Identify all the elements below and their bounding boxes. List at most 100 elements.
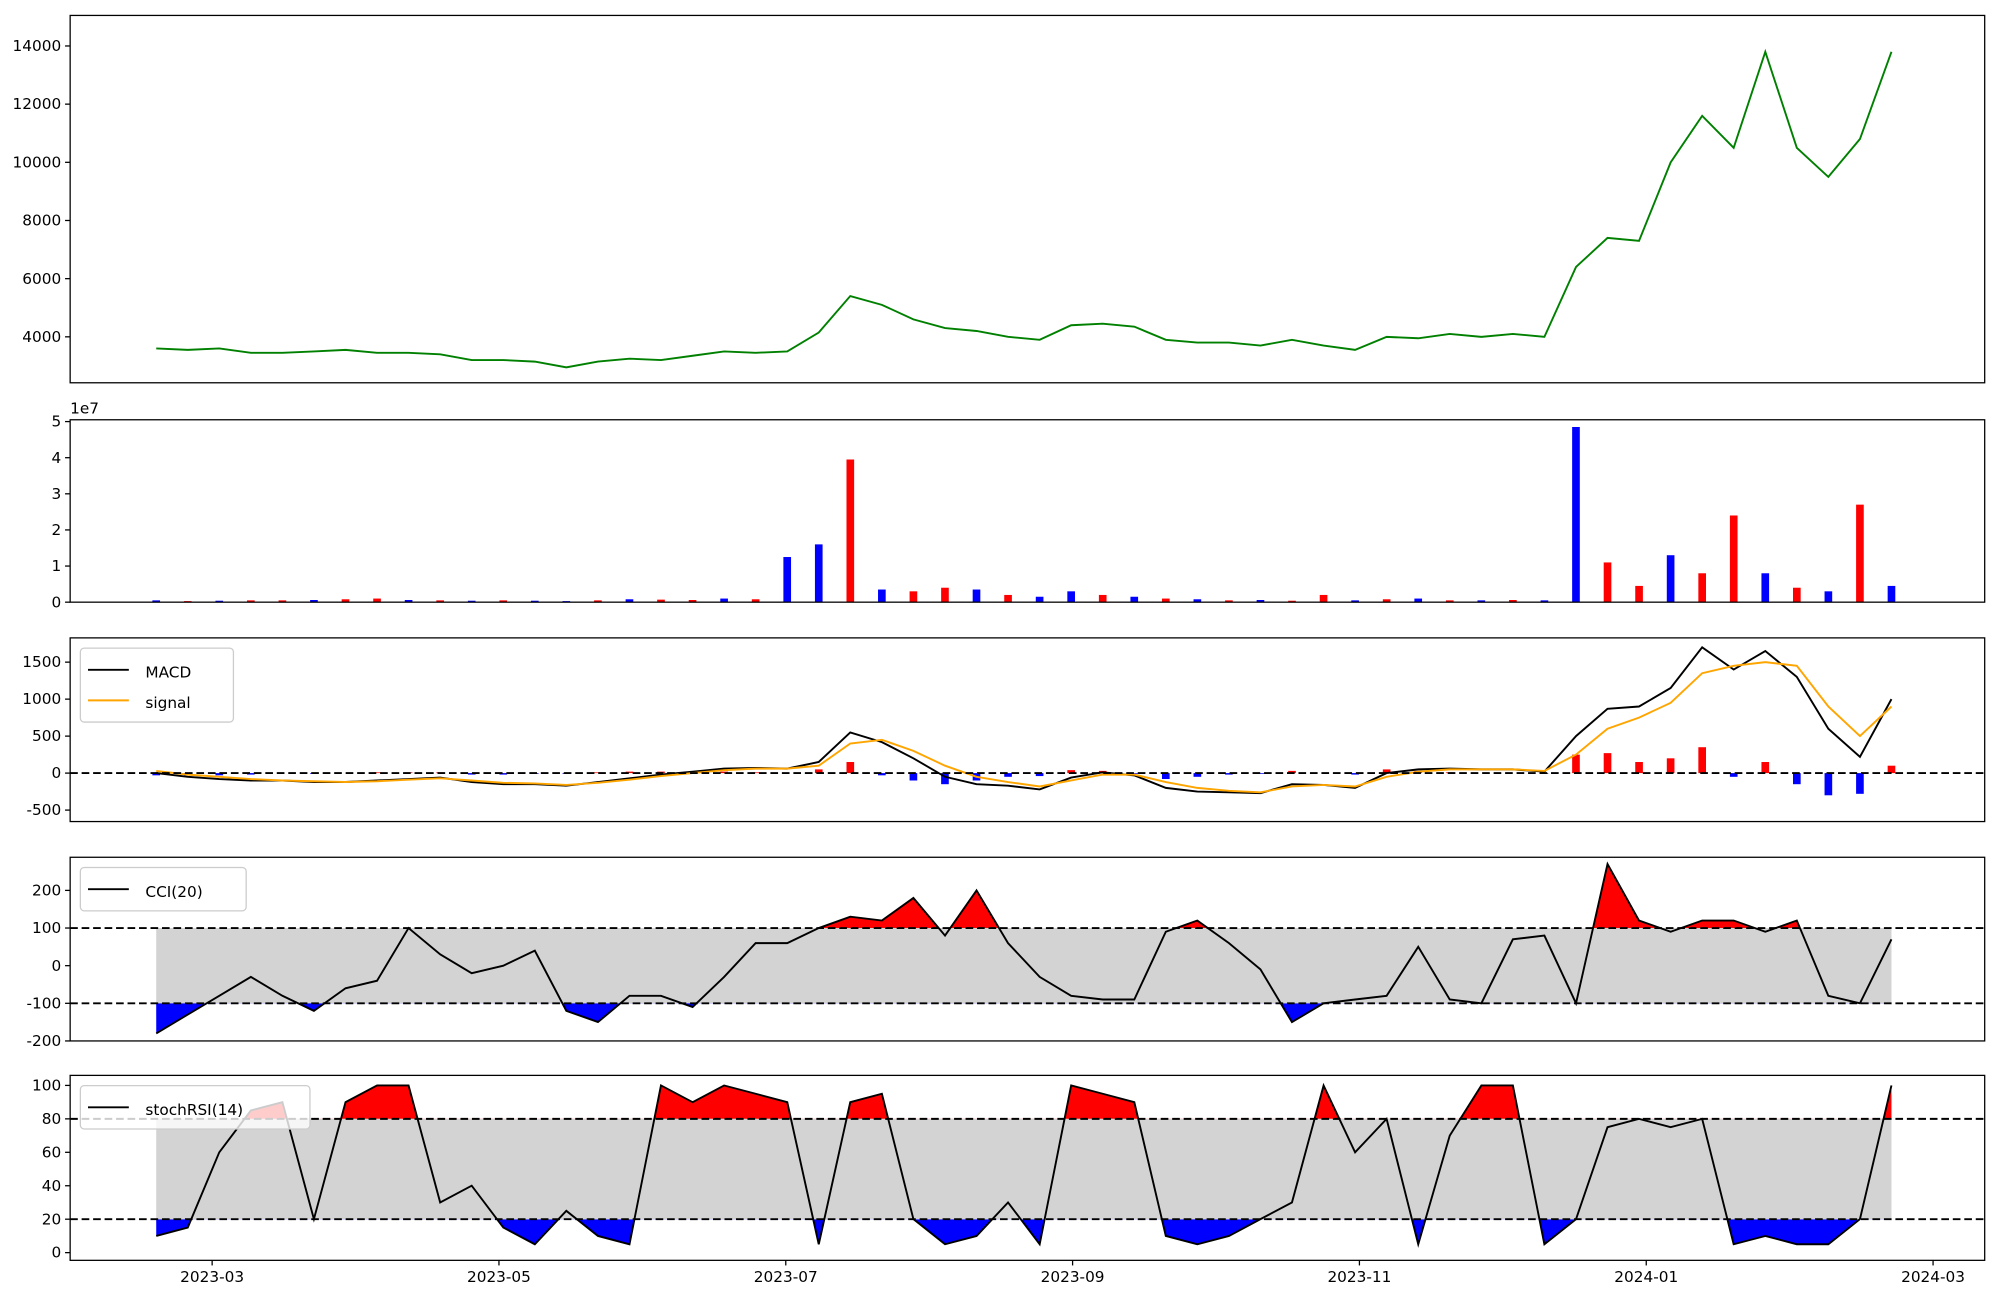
volume-bar — [215, 600, 224, 603]
histogram-bar — [878, 773, 886, 776]
histogram-bar — [467, 773, 476, 775]
histogram-bar — [247, 773, 255, 775]
volume-bar — [1572, 426, 1580, 603]
volume-bar — [751, 599, 760, 603]
volume-bar — [688, 600, 697, 603]
volume-bar — [310, 600, 318, 603]
y-tick-label: 20 — [42, 1210, 61, 1228]
histogram-bar — [1382, 769, 1391, 774]
histogram-bar — [1603, 753, 1612, 774]
histogram-bar — [152, 773, 161, 776]
volume-bar — [814, 544, 823, 603]
y-tick-label: 14000 — [13, 37, 62, 55]
histogram-bar — [1288, 770, 1296, 774]
y-tick-label: 80 — [42, 1110, 61, 1128]
volume-bar — [1351, 600, 1359, 603]
volume-bar — [1824, 591, 1833, 603]
volume-bar — [1414, 598, 1423, 603]
histogram-bar — [1856, 773, 1864, 794]
histogram-bar — [1035, 773, 1044, 777]
y-tick-label: 0 — [51, 593, 61, 611]
histogram-bar — [373, 772, 381, 774]
volume-bar — [499, 600, 508, 603]
volume-bar — [1792, 587, 1801, 603]
volume-bar — [625, 599, 634, 603]
volume-bar — [1067, 591, 1075, 603]
volume-bar — [1509, 600, 1517, 603]
histogram-bar — [1887, 765, 1896, 774]
volume-bar — [1004, 594, 1012, 603]
y-tick-label: 1500 — [22, 653, 61, 671]
x-tick-label: 2024-03 — [1901, 1268, 1965, 1286]
volume-bar — [846, 459, 855, 603]
volume-bar — [1729, 515, 1738, 603]
histogram-bar — [751, 772, 760, 774]
y-tick-label: 1000 — [22, 690, 61, 708]
volume-bar — [278, 600, 287, 603]
legend-label: CCI(20) — [145, 883, 202, 901]
legend-box — [79, 866, 247, 912]
histogram-bar — [1572, 754, 1580, 774]
oversold-fill — [156, 1219, 1892, 1245]
volume-bar — [1477, 600, 1486, 603]
histogram-bar — [909, 773, 918, 781]
volume-bar — [530, 600, 539, 603]
volume-bar — [1382, 599, 1391, 603]
histogram-bar — [1761, 762, 1770, 774]
histogram-bar — [1067, 770, 1075, 774]
price-line — [156, 48, 1893, 369]
volume-bar — [1098, 594, 1107, 603]
volume-bar — [467, 600, 476, 603]
y-tick-label: 0 — [51, 957, 61, 975]
histogram-bar — [499, 773, 508, 775]
x-tick-label: 2023-09 — [1041, 1268, 1105, 1286]
volume-bar — [1761, 573, 1770, 603]
histogram-bar — [1161, 773, 1170, 780]
neutral-band — [156, 1118, 1892, 1220]
volume-bar — [1035, 596, 1044, 603]
histogram-bar — [594, 772, 602, 774]
offset-label: 1e7 — [70, 399, 99, 417]
legend-label: signal — [145, 694, 190, 712]
legend-label: MACD — [145, 663, 191, 681]
overbought-fill — [156, 864, 1892, 929]
volume-bar — [341, 599, 350, 603]
histogram-bar — [1666, 758, 1675, 774]
volume-bar — [657, 599, 665, 603]
volume-bar — [720, 598, 728, 603]
volume-bar — [1225, 600, 1233, 603]
legend-box — [79, 1084, 311, 1130]
legend: MACD signal — [79, 647, 235, 723]
y-tick-label: 12000 — [13, 95, 62, 113]
y-tick-label: 6000 — [22, 270, 61, 288]
volume-bar — [972, 589, 981, 603]
x-tick-label: 2023-11 — [1327, 1268, 1391, 1286]
y-tick-label: -100 — [27, 994, 62, 1012]
legend-label: stochRSI(14) — [145, 1101, 243, 1119]
x-tick-label: 2023-07 — [754, 1268, 818, 1286]
volume-bar — [783, 557, 792, 603]
y-tick-label: 60 — [42, 1143, 61, 1161]
histogram-bar — [1698, 747, 1707, 774]
y-tick-label: 200 — [32, 881, 61, 899]
histogram-bar — [215, 773, 224, 776]
volume-bar — [1161, 598, 1170, 603]
axes-frame — [69, 14, 1986, 384]
histogram-bar — [1792, 773, 1801, 785]
volume-bar — [152, 600, 161, 603]
volume-bar — [373, 598, 381, 603]
y-tick-label: 100 — [32, 919, 61, 937]
histogram-bar — [625, 771, 634, 774]
volume-bar — [1887, 585, 1896, 603]
histogram-bar — [1635, 762, 1643, 774]
y-tick-label: 2 — [51, 521, 61, 539]
histogram-bar — [1004, 773, 1012, 777]
histogram-bar — [1824, 773, 1833, 796]
volume-bar — [1635, 585, 1643, 603]
volume-bar — [436, 600, 444, 603]
series-line — [156, 1082, 1893, 1248]
y-tick-label: 0 — [51, 764, 61, 782]
y-tick-label: -500 — [27, 801, 62, 819]
volume-bar — [1540, 600, 1549, 603]
y-tick-label: 40 — [42, 1177, 61, 1195]
